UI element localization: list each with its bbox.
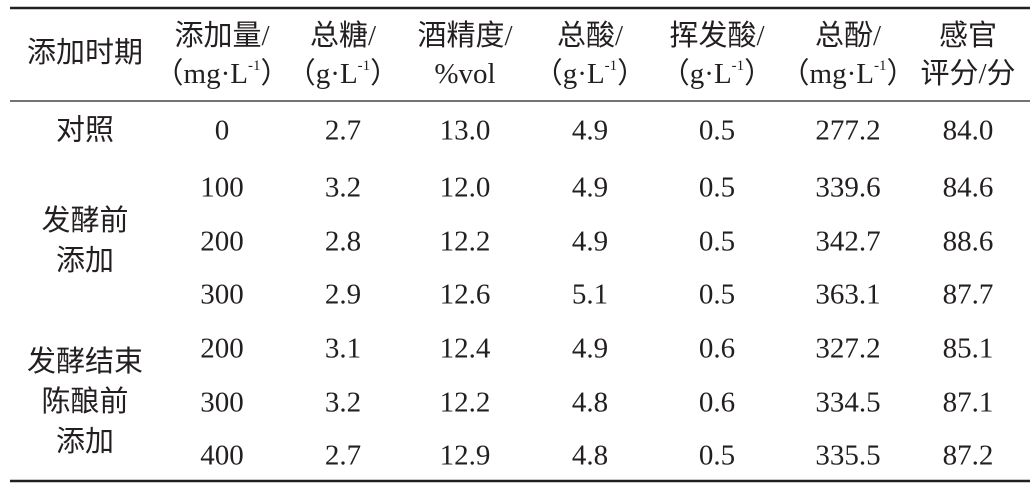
cell: 84.0 [943,115,994,147]
cell: 12.4 [440,333,491,365]
header-text: 酒精度/ [417,19,513,52]
cell: 0.5 [699,226,735,258]
header-text: 挥发酸/ [669,19,765,52]
cell: 12.6 [440,279,491,311]
cell: 12.2 [440,387,491,419]
cell: 0.6 [699,387,735,419]
header-text: 添加时期 [27,36,143,69]
cell: 339.6 [815,172,880,204]
header-part: ） [260,58,289,90]
cell: 200 [200,333,244,365]
header-sup: -1 [874,58,887,74]
cell: 4.9 [572,115,608,147]
header-text: 感官 [939,19,997,52]
header-text: （g·L-1） [534,58,646,90]
cell: 4.8 [572,387,608,419]
cell: 12.9 [440,440,491,472]
cell: 3.2 [325,387,361,419]
header-part: 挥发酸/ [669,19,765,52]
cell: 4.9 [572,333,608,365]
header-part: ） [617,58,646,90]
header-text: （g·L-1） [287,58,399,90]
cell: 87.7 [943,279,994,311]
header-part: ） [886,58,915,90]
group-label: 对照 [56,114,114,147]
header-part: 添加量/ [174,19,270,52]
group-label: 发酵前 [41,204,128,237]
cell: 2.9 [325,279,361,311]
cell: 0.5 [699,115,735,147]
cell: 3.1 [325,333,361,365]
header-sup: -1 [358,58,371,74]
header-part: 评分/分 [920,58,1015,90]
cell: 4.9 [572,226,608,258]
header-text: %vol [434,58,495,90]
cell: 13.0 [440,115,491,147]
group-label: 发酵结束 [27,345,143,378]
cell: 300 [200,279,244,311]
cell: 5.1 [572,279,608,311]
header-sup: -1 [732,58,745,74]
header-text: 总糖/ [310,19,377,52]
group-label: 陈酿前 [41,385,128,418]
cell: 3.2 [325,172,361,204]
header-part: （g·L [287,58,358,90]
header-part: ） [744,58,773,90]
cell: 100 [200,172,244,204]
header-part: （mg·L [781,58,874,90]
header-part: %vol [434,58,495,90]
cell: 335.5 [815,440,880,472]
cell: 0.5 [699,440,735,472]
cell: 2.7 [325,115,361,147]
header-text: 总酸/ [557,19,624,52]
cell: 0.5 [699,172,735,204]
cell: 0.5 [699,279,735,311]
header-part: （g·L [534,58,605,90]
group-label: 添加 [56,244,114,277]
cell: 85.1 [943,333,994,365]
header-part: 酒精度/ [417,19,513,52]
cell: 12.2 [440,226,491,258]
cell: 4.8 [572,440,608,472]
header-part: 总酸/ [557,19,624,52]
cell: 4.9 [572,172,608,204]
header-text: 总酚/ [815,19,882,52]
header-part: （mg·L [155,58,248,90]
cell: 363.1 [815,279,880,311]
header-text: （mg·L-1） [781,58,916,90]
cell: 87.2 [943,440,994,472]
cell: 277.2 [815,115,880,147]
cell: 87.1 [943,387,994,419]
header-part: 感官 [939,19,997,52]
group-label: 添加 [56,425,114,458]
header-part: ） [370,58,399,90]
cell: 12.0 [440,172,491,204]
header-text: 评分/分 [920,58,1015,90]
header-part: 添加时期 [27,36,143,69]
cell: 400 [200,440,244,472]
header-part: 总酚/ [815,19,882,52]
header-part: （g·L [661,58,732,90]
header-text: （mg·L-1） [155,58,290,90]
header-sup: -1 [605,58,618,74]
cell: 300 [200,387,244,419]
cell: 84.6 [943,172,994,204]
cell: 0 [215,115,230,147]
cell: 327.2 [815,333,880,365]
cell: 88.6 [943,226,994,258]
header-text: 添加量/ [174,19,270,52]
header-text: （g·L-1） [661,58,773,90]
cell: 0.6 [699,333,735,365]
cell: 342.7 [815,226,880,258]
cell: 334.5 [815,387,880,419]
cell: 2.7 [325,440,361,472]
cell: 2.8 [325,226,361,258]
cell: 200 [200,226,244,258]
header-part: 总糖/ [310,19,377,52]
header-sup: -1 [248,58,261,74]
